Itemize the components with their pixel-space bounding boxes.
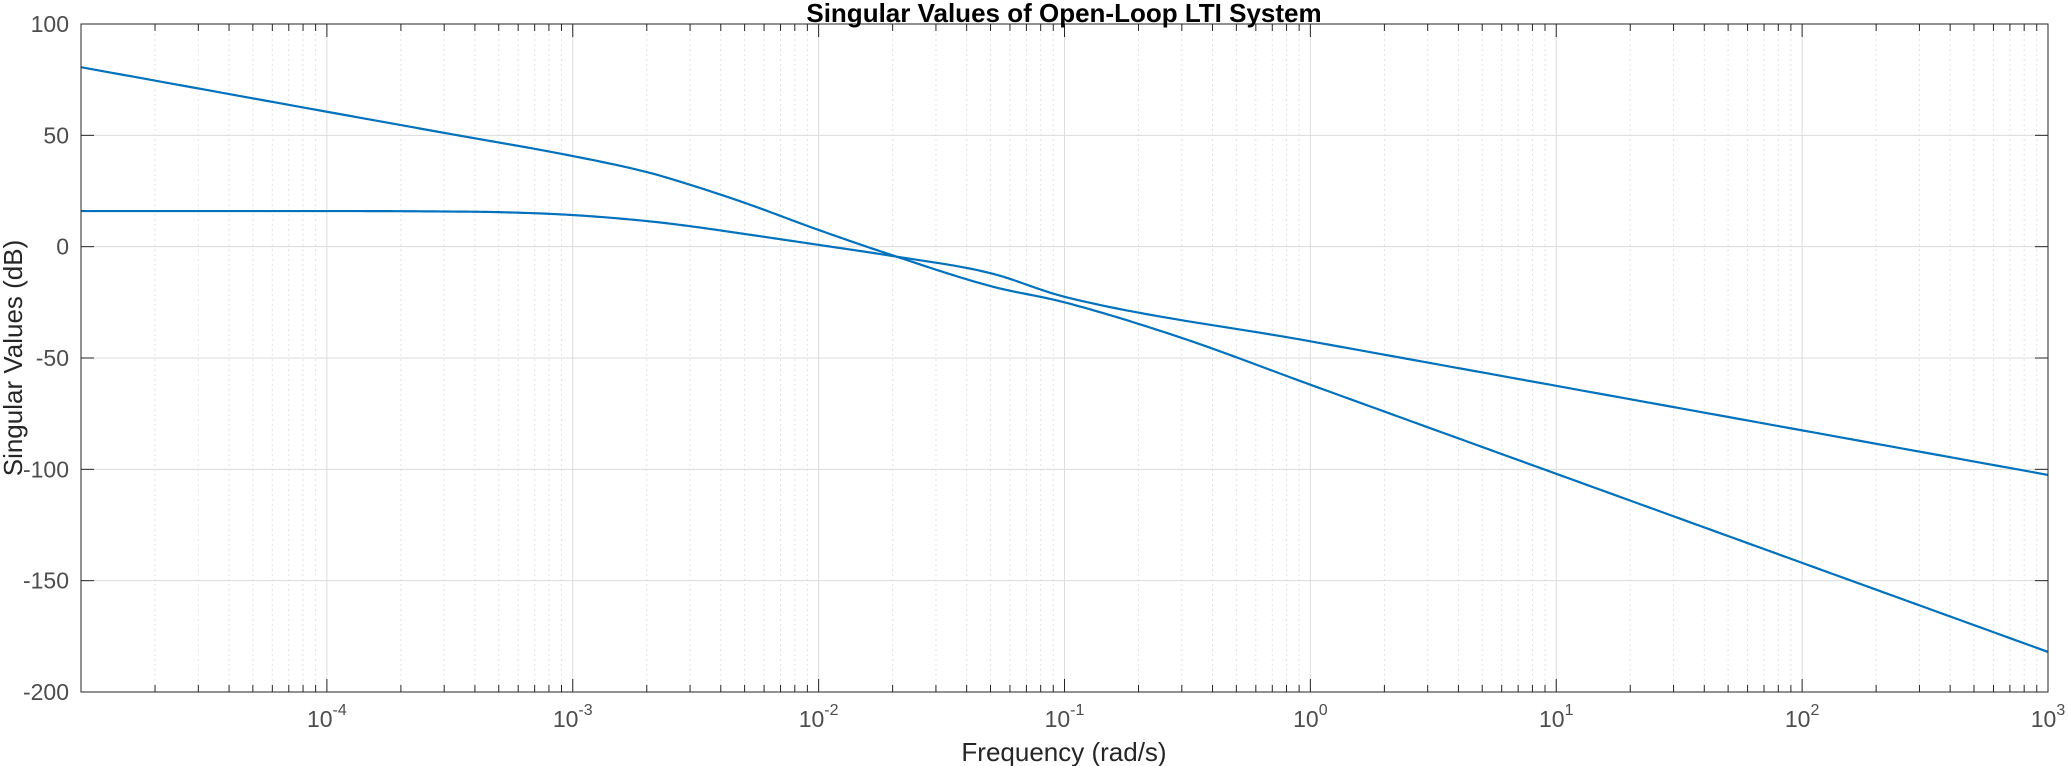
y-tick-label: 100 (31, 11, 69, 37)
x-tick-label: 10-1 (1045, 702, 1085, 732)
x-tick-label: 10-2 (799, 702, 839, 732)
x-tick-label: 102 (1785, 702, 1820, 732)
y-tick-label: -100 (23, 456, 69, 482)
y-tick-label: -50 (36, 345, 69, 371)
y-axis-label: Singular Values (dB) (0, 240, 28, 477)
y-tick-label: -150 (23, 568, 69, 594)
y-tick-label: 0 (56, 234, 69, 260)
x-tick-label: 100 (1293, 702, 1328, 732)
tick-marks (81, 23, 2049, 693)
x-tick-label: 101 (1539, 702, 1574, 732)
x-tick-label: 10-3 (553, 702, 593, 732)
x-tick-label: 10-4 (307, 702, 347, 732)
y-tick-label: 50 (43, 122, 69, 148)
series-layer (80, 66, 2049, 653)
y-tick-labels: 100 50 0 -50 -100 -150 -200 (23, 11, 69, 705)
y-tick-label: -200 (23, 679, 69, 705)
x-tick-label: 103 (2031, 702, 2066, 732)
x-axis-label: Frequency (rad/s) (961, 737, 1166, 766)
x-tick-labels: 10-4 10-3 10-2 10-1 100 101 102 103 (307, 702, 2065, 732)
singular-value-curve-1 (80, 66, 2049, 653)
singular-value-curve-2 (81, 209, 2049, 476)
chart-title: Singular Values of Open-Loop LTI System (806, 0, 1321, 28)
